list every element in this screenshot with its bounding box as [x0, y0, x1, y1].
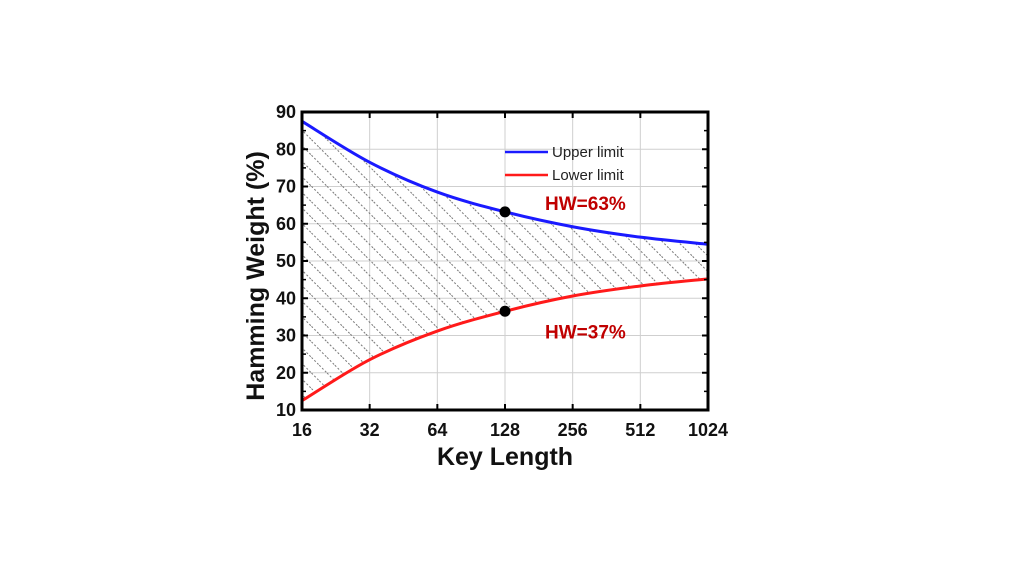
- annotation-dot: [499, 305, 511, 317]
- y-tick-label: 20: [276, 363, 296, 383]
- hw-37-label: HW=37%: [545, 322, 626, 343]
- y-axis-title: Hamming Weight (%): [242, 151, 270, 401]
- y-tick-label: 10: [276, 400, 296, 420]
- y-tick-label: 50: [276, 251, 296, 271]
- legend-label: Upper limit: [552, 144, 625, 161]
- y-tick-label: 30: [276, 326, 296, 346]
- x-tick-label: 256: [558, 420, 588, 440]
- x-tick-label: 16: [292, 420, 312, 440]
- x-tick-label: 64: [427, 420, 447, 440]
- annotation-markers: HW=63% HW=37%: [499, 194, 626, 343]
- hw-63-label: HW=63%: [545, 194, 626, 215]
- x-tick-label: 512: [625, 420, 655, 440]
- x-tick-label: 1024: [688, 420, 728, 440]
- axis-ticks: 16 32 64 128 256 512 1024 10 20 30 40 50 60 70 80 90: [276, 102, 728, 440]
- legend: Upper limit Lower limit: [505, 144, 625, 184]
- y-tick-label: 60: [276, 214, 296, 234]
- x-axis-title: Key Length: [437, 443, 573, 471]
- annotation-dot: [499, 206, 511, 218]
- y-tick-label: 80: [276, 139, 296, 159]
- x-tick-label: 128: [490, 420, 520, 440]
- y-tick-label: 70: [276, 177, 296, 197]
- y-tick-label: 40: [276, 288, 296, 308]
- x-tick-label: 32: [360, 420, 380, 440]
- legend-label: Lower limit: [552, 167, 625, 184]
- y-tick-label: 90: [276, 102, 296, 122]
- between-limits-hatched-area: [302, 121, 708, 401]
